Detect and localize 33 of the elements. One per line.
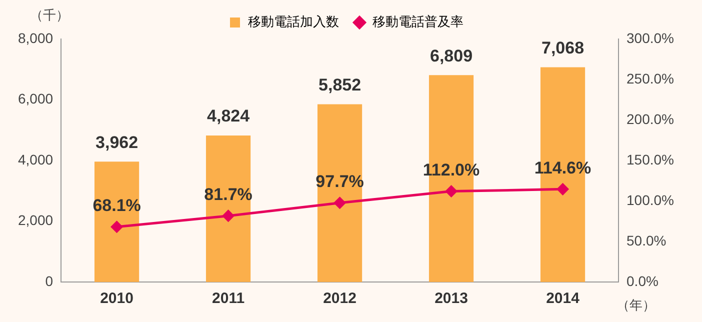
x-tick-label: 2013 (434, 290, 468, 308)
y2-tick-label: 100.0% (626, 192, 674, 208)
y2-tick-label: 300.0% (626, 30, 674, 46)
y2-tick-label: 0.0% (626, 272, 658, 289)
bar (317, 104, 362, 282)
data-label: 6,809 (430, 46, 473, 66)
data-label: 4,824 (207, 106, 250, 126)
point (111, 221, 123, 233)
x-axis-title: （年） (616, 298, 656, 313)
y2-tick-label: 250.0% (626, 70, 674, 86)
y-tick-label: 0 (45, 272, 54, 289)
x-tick-label: 2014 (546, 290, 580, 308)
bar (206, 135, 251, 282)
y2-tick-label: 150.0% (626, 151, 674, 168)
y-tick-label: 8,000 (18, 30, 54, 46)
point (446, 186, 458, 198)
y-tick-label: 2,000 (18, 212, 54, 228)
legend-label: 移動電話普及率 (372, 14, 464, 30)
x-tick-label: 2010 (100, 290, 134, 308)
data-label: 5,852 (318, 75, 362, 94)
point (222, 210, 234, 222)
y2-tick-label: 200.0% (626, 110, 674, 127)
y-tick-label: 6,000 (18, 90, 54, 107)
data-label: 3,962 (96, 132, 138, 152)
y-tick-label: 4,000 (18, 151, 54, 168)
point (557, 183, 569, 195)
legend-label: 移動電話加入数 (248, 14, 339, 30)
y-axis-title: （千） (30, 8, 69, 23)
data-label: 7,068 (541, 38, 584, 58)
y2-tick-label: 50.0% (626, 232, 666, 248)
point (334, 197, 346, 209)
x-tick-label: 2012 (323, 290, 356, 308)
x-tick-label: 2011 (212, 290, 245, 308)
